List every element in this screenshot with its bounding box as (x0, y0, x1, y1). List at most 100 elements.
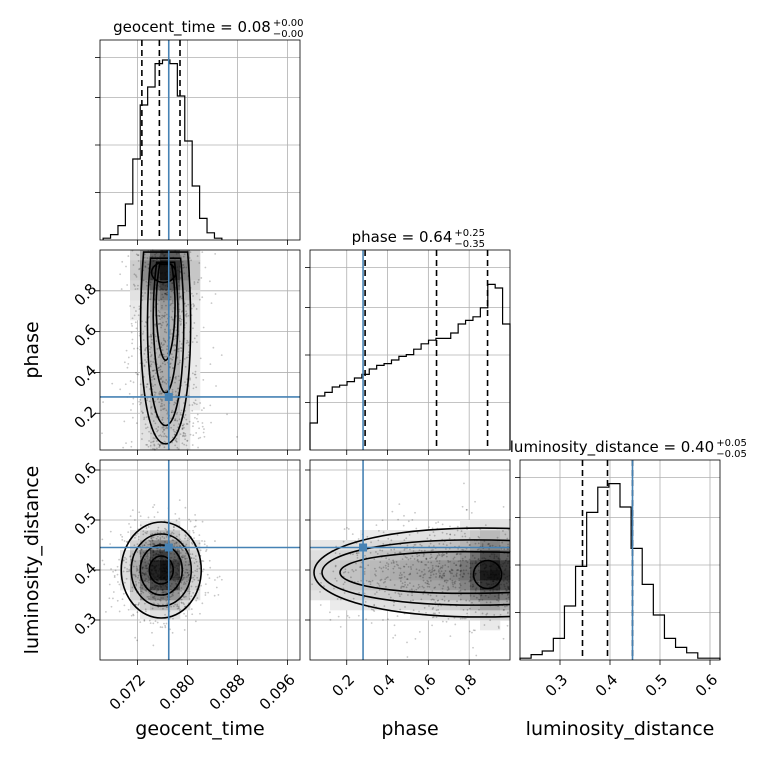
title-luminosity_distance-minus: −0.05 (716, 449, 747, 460)
xtick-label-phase-2: 0.6 (410, 671, 440, 701)
panel-phase-vs-luminosity_distance-sample (505, 597, 508, 600)
panel-geocent_time-vs-luminosity_distance-cell (180, 580, 191, 591)
panel-geocent_time-vs-phase-sample (164, 435, 167, 437)
panel-phase-vs-luminosity_distance-sample (377, 529, 380, 532)
panel-phase-vs-luminosity_distance-sample (439, 574, 441, 577)
panel-phase-vs-luminosity_distance-sample (365, 618, 368, 621)
panel-geocent_time-vs-luminosity_distance-sample (146, 552, 149, 555)
panel-geocent_time-vs-luminosity_distance-sample (185, 576, 188, 579)
panel-geocent_time-vs-phase-sample (159, 405, 162, 408)
panel-geocent_time-vs-phase-sample (176, 419, 179, 422)
panel-geocent_time-vs-phase-sample (188, 344, 190, 347)
panel-phase-vs-luminosity_distance-sample (507, 560, 509, 563)
panel-phase-vs-luminosity_distance-sample (364, 554, 366, 557)
panel-geocent_time-vs-phase-sample (199, 436, 202, 439)
panel-geocent_time-vs-phase-sample (178, 418, 181, 421)
panel-geocent_time-vs-luminosity_distance-sample (163, 572, 166, 575)
panel-phase-vs-luminosity_distance-sample (499, 545, 501, 547)
panel-phase-vs-luminosity_distance-sample (447, 586, 449, 588)
panel-geocent_time-vs-phase-sample (137, 254, 140, 257)
panel-geocent_time-vs-luminosity_distance-cell (170, 580, 181, 591)
panel-geocent_time-vs-phase-sample (162, 353, 165, 356)
panel-geocent_time-vs-luminosity_distance-sample (154, 566, 157, 569)
panel-geocent_time-vs-luminosity_distance-sample (157, 589, 160, 591)
panel-phase-vs-luminosity_distance-sample (367, 580, 370, 583)
panel-phase-vs-luminosity_distance-sample (426, 582, 428, 585)
panel-geocent_time-vs-phase-sample (164, 272, 166, 274)
panel-phase-vs-luminosity_distance-sample (468, 607, 471, 610)
panel-geocent_time-vs-phase-sample (150, 432, 152, 435)
panel-geocent_time-vs-luminosity_distance-sample (176, 550, 179, 553)
panel-phase-vs-luminosity_distance-sample (409, 566, 412, 568)
panel-phase-vs-luminosity_distance-cell (340, 590, 351, 601)
panel-phase-vs-luminosity_distance-sample (375, 551, 377, 553)
panel-geocent_time-vs-luminosity_distance-sample (170, 556, 173, 559)
panel-phase-vs-luminosity_distance-sample (468, 558, 471, 561)
panel-geocent_time-vs-phase-sample (171, 310, 174, 313)
panel-geocent_time-vs-luminosity_distance-sample (171, 631, 174, 634)
panel-phase-vs-luminosity_distance-sample (460, 564, 463, 567)
panel-geocent_time-vs-phase-sample (175, 413, 178, 415)
panel-geocent_time-vs-phase-sample (185, 342, 188, 344)
panel-phase-vs-luminosity_distance-cell (500, 580, 511, 591)
title-geocent_time-minus: −0.00 (273, 29, 304, 40)
panel-geocent_time-vs-phase-sample (183, 432, 185, 434)
panel-geocent_time-vs-phase-sample (185, 418, 188, 421)
panel-geocent_time-vs-luminosity_distance-cell (170, 570, 181, 581)
panel-phase-vs-luminosity_distance-sample (451, 579, 454, 582)
panel-geocent_time-vs-phase-sample (163, 428, 165, 431)
panel-geocent_time-vs-luminosity_distance-sample (141, 566, 144, 569)
panel-geocent_time-vs-luminosity_distance-cell (160, 530, 171, 541)
panel-geocent_time-vs-phase-sample (177, 269, 179, 272)
panel-geocent_time-vs-phase-sample (181, 309, 184, 312)
panel-geocent_time-vs-phase-sample (145, 427, 147, 430)
panel-geocent_time-vs-luminosity_distance-sample (140, 548, 143, 551)
panel-phase-vs-luminosity_distance-sample (396, 534, 399, 536)
panel-geocent_time-vs-luminosity_distance-sample (151, 593, 153, 596)
panel-geocent_time-vs-phase-sample (154, 391, 157, 394)
title-phase-plus: +0.25 (454, 228, 485, 239)
panel-geocent_time-vs-luminosity_distance-cell (180, 570, 191, 581)
panel-phase-vs-luminosity_distance-cell (360, 570, 371, 581)
panel-geocent_time-vs-luminosity_distance-sample (152, 506, 154, 509)
panel-phase-vs-luminosity_distance-sample (496, 579, 498, 582)
panel-geocent_time-vs-phase-sample (149, 333, 152, 336)
panel-geocent_time-vs-phase-contour-peak (150, 261, 177, 284)
panel-phase-vs-luminosity_distance-cell (330, 570, 341, 581)
panel-geocent_time-vs-luminosity_distance-sample (183, 556, 185, 558)
panel-geocent_time-vs-luminosity_distance-sample (110, 568, 112, 570)
panel-phase-vs-luminosity_distance-sample (438, 562, 441, 565)
panel-phase-vs-luminosity_distance-sample (502, 562, 505, 565)
panel-phase-vs-luminosity_distance-sample (435, 556, 438, 559)
panel-geocent_time-vs-luminosity_distance-sample (137, 569, 139, 571)
panel-geocent_time-vs-luminosity_distance-sample (142, 572, 145, 575)
panel-phase-vs-luminosity_distance-sample (473, 595, 475, 598)
panel-geocent_time-vs-phase-sample (162, 421, 165, 424)
panel-phase-vs-luminosity_distance-sample (437, 599, 440, 602)
panel-geocent_time-vs-phase-cell (160, 250, 171, 261)
panel-geocent_time-vs-phase-sample (129, 305, 132, 307)
panel-geocent_time-vs-luminosity_distance-sample (172, 539, 175, 542)
panel-phase-vs-luminosity_distance-sample (420, 561, 423, 564)
panel-geocent_time-vs-phase-truth-point (164, 392, 173, 401)
panel-geocent_time-vs-luminosity_distance-sample (126, 540, 128, 543)
panel-geocent_time-vs-phase-sample (169, 376, 172, 379)
panel-geocent_time-vs-luminosity_distance-sample (160, 575, 163, 578)
panel-phase-vs-luminosity_distance-sample (503, 609, 505, 611)
panel-phase-vs-luminosity_distance-sample (461, 535, 464, 538)
panel-geocent_time-vs-phase-sample (186, 439, 189, 442)
panel-geocent_time-vs-phase-cell (180, 290, 191, 301)
panel-geocent_time-vs-phase-sample (183, 266, 186, 269)
panel-phase-vs-luminosity_distance-cell (450, 570, 461, 581)
panel-geocent_time-vs-phase-sample (101, 432, 103, 435)
panel-geocent_time-vs-phase-sample (157, 367, 160, 370)
panel-phase-vs-luminosity_distance-cell (470, 590, 481, 601)
panel-phase-vs-luminosity_distance-sample (426, 579, 429, 582)
panel-phase-vs-luminosity_distance-sample (483, 567, 486, 570)
panel-phase-vs-luminosity_distance-sample (403, 539, 406, 542)
panel-phase-vs-luminosity_distance-sample (393, 565, 396, 568)
ytick-label-phase-0: 0.2 (71, 402, 101, 432)
panel-geocent_time-vs-luminosity_distance-sample (218, 575, 221, 578)
panel-geocent_time-vs-phase-sample (175, 437, 178, 440)
panel-geocent_time-vs-phase-sample (177, 347, 180, 350)
